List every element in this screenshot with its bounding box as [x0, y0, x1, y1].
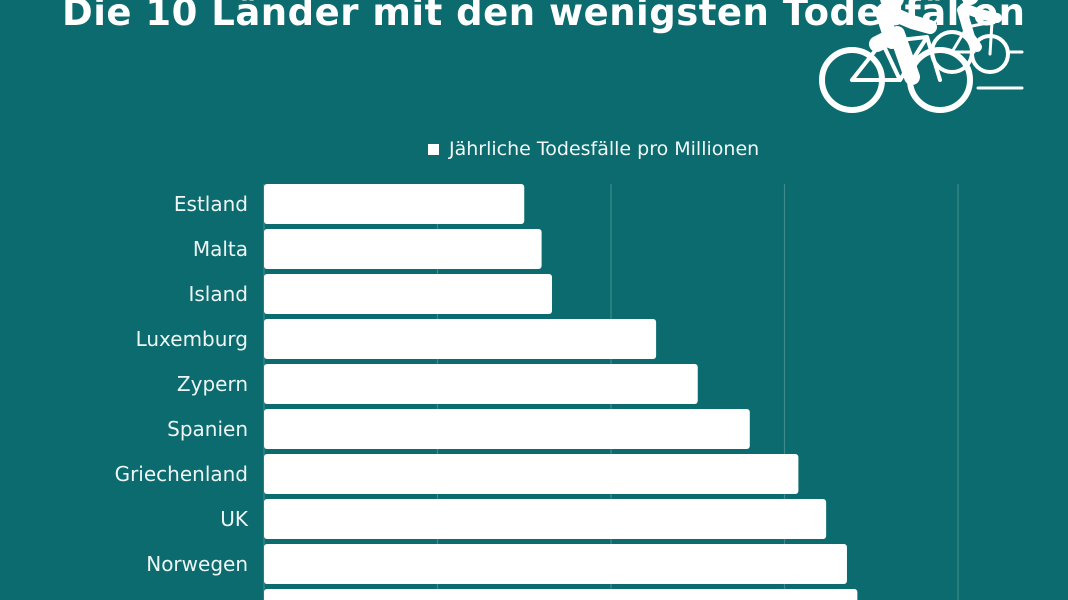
category-label: Luxemburg	[136, 327, 248, 351]
category-label: Zypern	[177, 372, 248, 396]
bar	[264, 499, 827, 539]
bar	[264, 364, 698, 404]
category-label: Spanien	[167, 417, 248, 441]
category-label: Griechenland	[115, 462, 248, 486]
bar	[264, 454, 799, 494]
bar	[264, 589, 858, 600]
legend-label: Jährliche Todesfälle pro Millionen	[449, 138, 760, 160]
chart-title: Die 10 Länder mit den wenigsten Todesfäl…	[62, 0, 1026, 34]
bar	[264, 319, 657, 359]
bar	[264, 544, 847, 584]
category-label: Norwegen	[146, 552, 248, 576]
category-label: UK	[220, 507, 249, 531]
category-label: Estland	[174, 192, 248, 216]
bar	[264, 274, 553, 314]
cyclists-icon	[819, 0, 1024, 113]
category-label: Malta	[193, 237, 248, 261]
legend-swatch	[428, 143, 439, 155]
bar	[264, 184, 525, 224]
category-label: Island	[188, 282, 248, 306]
bar	[264, 409, 750, 449]
legend: Jährliche Todesfälle pro Millionen	[428, 138, 759, 160]
bar	[264, 229, 542, 269]
